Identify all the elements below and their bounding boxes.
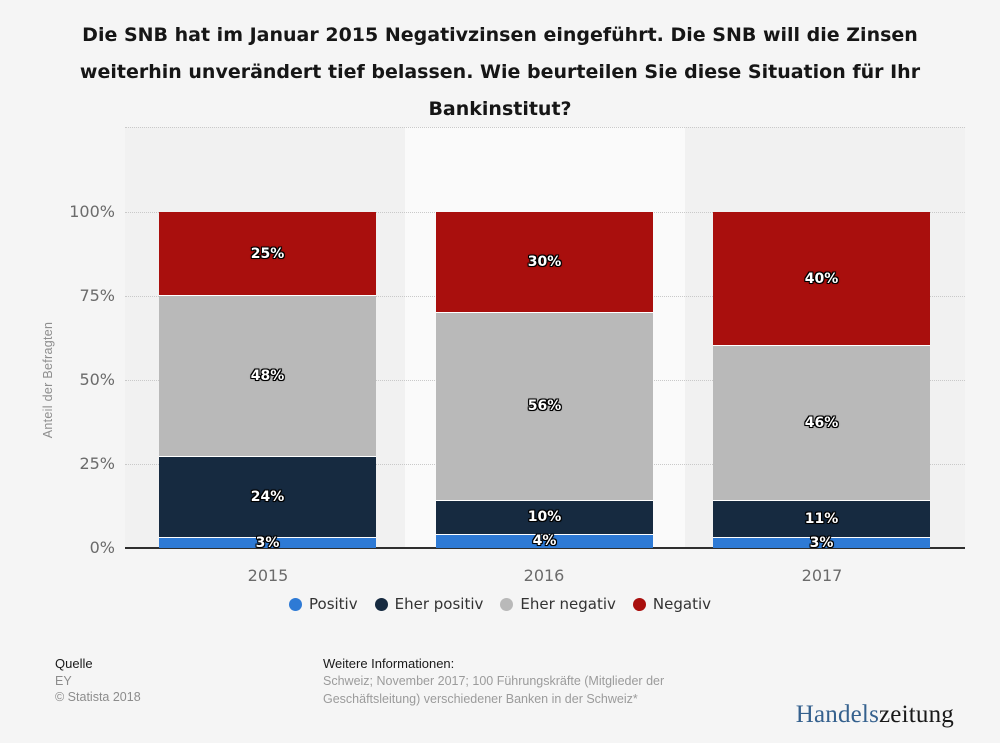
legend-label-negativ: Negativ bbox=[652, 595, 711, 613]
more-info-line2: Geschäftsleitung) verschiedener Banken i… bbox=[323, 692, 638, 706]
chart-title-line1: Die SNB hat im Januar 2015 Negativzinsen… bbox=[82, 24, 918, 46]
stacked-bar-2017: 3% 11% 46% 40% bbox=[713, 212, 930, 551]
bar-segment-eher-positiv[interactable]: 24% bbox=[159, 457, 376, 538]
bar-value-label: 10% bbox=[527, 509, 562, 526]
x-tick-2015: 2015 bbox=[247, 566, 289, 585]
bar-value-label: 3% bbox=[255, 534, 280, 551]
legend-marker-eher-negativ-icon bbox=[500, 597, 514, 611]
legend-marker-negativ-icon bbox=[632, 597, 646, 611]
bar-segment-eher-negativ[interactable]: 46% bbox=[713, 346, 930, 501]
bar-value-label: 30% bbox=[527, 253, 562, 270]
legend-item-eher-positiv[interactable]: Eher positiv bbox=[374, 595, 484, 613]
more-info-line1: Schweiz; November 2017; 100 Führungskräf… bbox=[323, 674, 665, 688]
bar-value-label: 24% bbox=[250, 489, 285, 506]
legend-item-negativ[interactable]: Negativ bbox=[632, 595, 711, 613]
bar-value-label: 48% bbox=[250, 368, 285, 385]
bar-segment-negativ[interactable]: 25% bbox=[159, 212, 376, 297]
y-tick-100: 100% bbox=[69, 202, 115, 221]
handelszeitung-logo: Handelszeitung bbox=[796, 701, 954, 729]
legend-label-eher-negativ: Eher negativ bbox=[520, 595, 616, 613]
x-axis-line bbox=[125, 547, 965, 549]
legend: Positiv Eher positiv Eher negativ Negati… bbox=[0, 595, 1000, 613]
gridline-top bbox=[125, 127, 965, 128]
copyright: © Statista 2018 bbox=[55, 690, 141, 704]
bar-segment-eher-negativ[interactable]: 48% bbox=[159, 296, 376, 458]
chart-title-line2: weiterhin unverändert tief belassen. Wie… bbox=[79, 61, 921, 83]
chart-title: Die SNB hat im Januar 2015 Negativzinsen… bbox=[0, 17, 1000, 128]
bar-value-label: 46% bbox=[804, 415, 839, 432]
x-tick-2017: 2017 bbox=[801, 566, 843, 585]
bar-segment-eher-positiv[interactable]: 11% bbox=[713, 500, 930, 538]
source-label: Quelle bbox=[55, 656, 93, 671]
bar-segment-negativ[interactable]: 40% bbox=[713, 212, 930, 347]
y-tick-25: 25% bbox=[79, 454, 115, 473]
y-tick-75: 75% bbox=[79, 286, 115, 305]
legend-marker-eher-positiv-icon bbox=[374, 597, 388, 611]
bar-value-label: 40% bbox=[804, 270, 839, 287]
logo-part-handels: Handels bbox=[795, 701, 880, 728]
bar-value-label: 3% bbox=[809, 534, 834, 551]
chart-title-line3: Bankinstitut? bbox=[428, 98, 572, 120]
bar-value-label: 4% bbox=[532, 533, 557, 550]
bar-value-label: 25% bbox=[250, 245, 285, 262]
y-axis-title: Anteil der Befragten bbox=[41, 321, 55, 439]
bar-value-label: 11% bbox=[804, 510, 839, 527]
x-tick-2016: 2016 bbox=[523, 566, 565, 585]
bar-segment-eher-negativ[interactable]: 56% bbox=[436, 312, 653, 501]
bar-segment-eher-positiv[interactable]: 10% bbox=[436, 500, 653, 535]
stacked-bar-2016: 4% 10% 56% 30% bbox=[436, 212, 653, 550]
bar-segment-positiv[interactable]: 4% bbox=[436, 533, 653, 550]
y-tick-50: 50% bbox=[79, 370, 115, 389]
y-tick-0: 0% bbox=[89, 538, 115, 557]
bar-value-label: 56% bbox=[527, 398, 562, 415]
bar-segment-negativ[interactable]: 30% bbox=[436, 212, 653, 313]
legend-item-positiv[interactable]: Positiv bbox=[289, 595, 358, 613]
stacked-bar-2015: 3% 24% 48% 25% bbox=[159, 212, 376, 551]
logo-part-zeitung: zeitung bbox=[879, 701, 954, 728]
more-info-label: Weitere Informationen: bbox=[323, 656, 455, 671]
legend-label-positiv: Positiv bbox=[309, 595, 358, 613]
legend-marker-positiv-icon bbox=[289, 597, 302, 611]
source-name: EY bbox=[55, 674, 72, 688]
legend-label-eher-positiv: Eher positiv bbox=[394, 595, 484, 613]
bar-segment-positiv[interactable]: 3% bbox=[159, 534, 376, 551]
bar-segment-positiv[interactable]: 3% bbox=[713, 534, 930, 551]
legend-item-eher-negativ[interactable]: Eher negativ bbox=[500, 595, 616, 613]
